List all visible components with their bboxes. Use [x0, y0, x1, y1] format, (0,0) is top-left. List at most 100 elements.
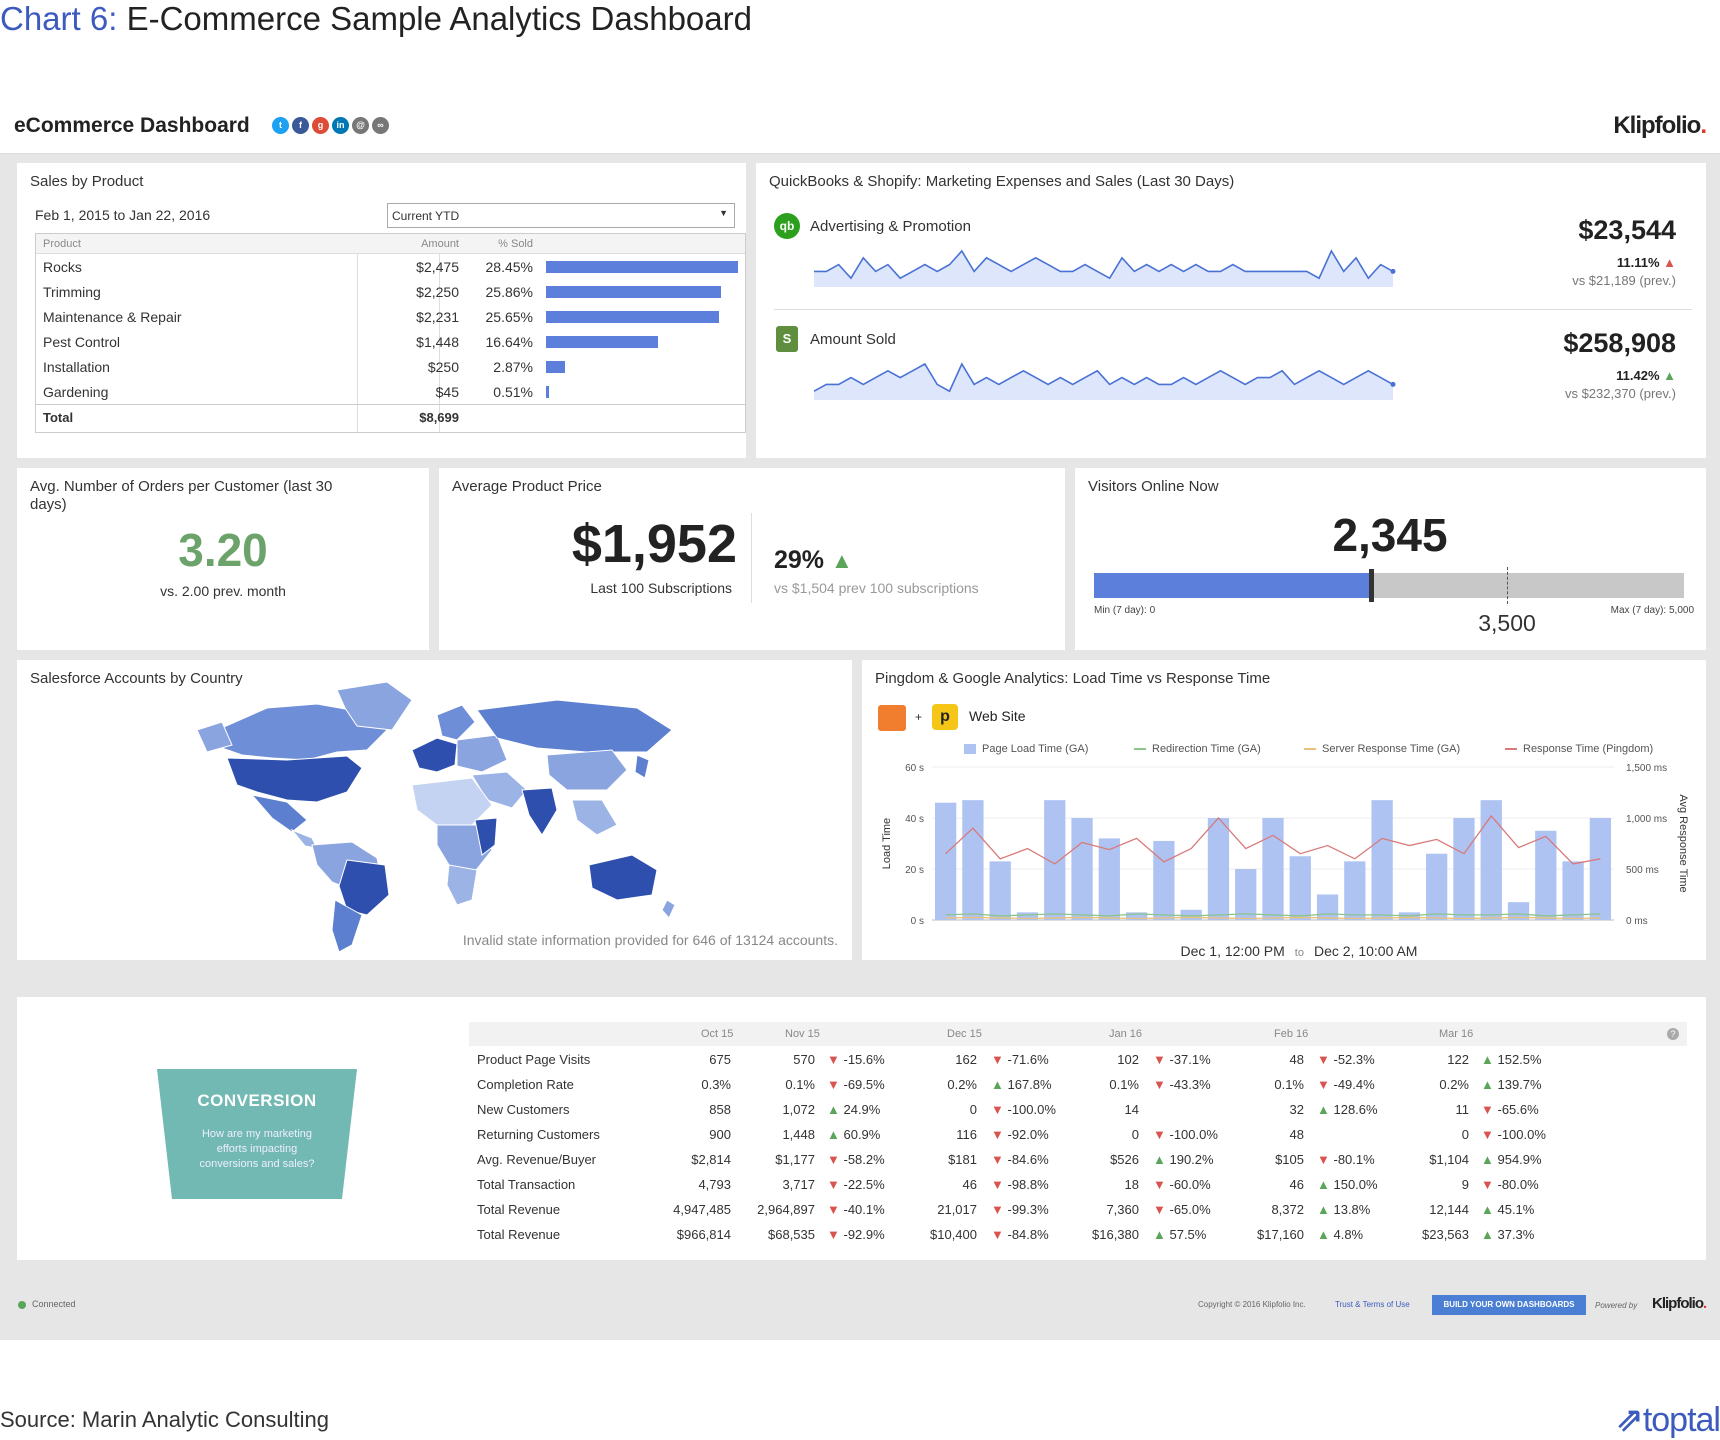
metric-value: 0.1%	[785, 1077, 815, 1092]
metric-change: ▼ -84.8%	[991, 1227, 1049, 1242]
metric-value: 1,448	[782, 1127, 815, 1142]
link-icon[interactable]: ∞	[372, 117, 389, 134]
trend-down-icon: ▼	[991, 1127, 1008, 1142]
trend-up-icon: ▲	[991, 1077, 1008, 1092]
price-change: 29% ▲	[774, 546, 853, 575]
dropdown-arrow-icon: ▼	[719, 208, 728, 218]
metric-change: ▲ 954.9%	[1481, 1152, 1542, 1167]
range-to: Dec 2, 10:00 AM	[1313, 943, 1418, 959]
sparkline-end-point	[1390, 381, 1396, 387]
metric-value: $526	[1110, 1152, 1139, 1167]
metric-change: ▲ 190.2%	[1153, 1152, 1214, 1167]
product-share-bar	[546, 261, 738, 273]
toptal-name: toptal	[1642, 1401, 1720, 1439]
trend-up-icon: ▲	[1153, 1227, 1170, 1242]
total-amount: $8,699	[419, 410, 459, 425]
google-plus-icon[interactable]: g	[312, 117, 329, 134]
avg-product-price-card: Average Product Price $1,952 Last 100 Su…	[439, 468, 1065, 650]
change-value: -37.1%	[1169, 1052, 1211, 1067]
table-row: Maintenance & Repair $2,231 25.65%	[36, 304, 745, 329]
metric-label: Completion Rate	[477, 1077, 574, 1092]
map-region-china	[546, 749, 628, 791]
map-region-greenland	[336, 681, 413, 731]
trend-down-icon: ▼	[827, 1052, 844, 1067]
table-row: Rocks $2,475 28.45%	[36, 254, 745, 279]
trend-up-icon: ▲	[1481, 1202, 1498, 1217]
table-header: ? Oct 15 Nov 15 Dec 15 Jan 16 Feb 16 Mar 16	[469, 1022, 1687, 1046]
sparkline-line	[813, 362, 1394, 393]
change-value: 37.3%	[1497, 1227, 1535, 1242]
trend-up-icon: ▲	[1663, 255, 1676, 270]
legend-label: Server Response Time (GA)	[1322, 743, 1461, 755]
map-region-europe-east	[456, 734, 508, 773]
product-share-bar	[546, 286, 721, 298]
product-name: Pest Control	[43, 334, 121, 350]
change-value: -43.3%	[1169, 1077, 1211, 1092]
table-header: Product Amount % Sold	[36, 234, 745, 254]
map-region-new-zealand	[661, 899, 676, 919]
map-region-scandinavia	[436, 704, 476, 741]
month-header: Nov 15	[785, 1028, 820, 1040]
sales-by-product-card: Sales by Product Feb 1, 2015 to Jan 22, …	[17, 163, 746, 458]
metric-value: 858	[709, 1102, 731, 1117]
change-value: -65.6%	[1497, 1102, 1539, 1117]
gauge-current-marker	[1368, 569, 1374, 602]
footer-klipfolio-logo[interactable]: Klipfolio.	[1652, 1295, 1707, 1312]
table-row: Installation $250 2.87%	[36, 354, 745, 379]
metric-change: ▼ -52.3%	[1317, 1052, 1375, 1067]
total-label: Total	[43, 410, 74, 425]
y-left-tick: 40 s	[905, 814, 924, 825]
trend-down-icon: ▼	[1153, 1077, 1170, 1092]
legend-item-redirection: Redirection Time (GA)	[1134, 743, 1261, 755]
trend-up-icon: ▲	[831, 548, 853, 573]
map-region-canada	[216, 703, 388, 761]
change-value: 150.0%	[1333, 1177, 1378, 1192]
product-amount: $2,475	[416, 259, 459, 275]
email-icon[interactable]: @	[352, 117, 369, 134]
metric-change: ▲ 139.7%	[1481, 1077, 1542, 1092]
metric-label: Total Transaction	[477, 1177, 576, 1192]
advertising-sparkline	[814, 249, 1396, 287]
y-left-tick: 60 s	[905, 763, 924, 774]
metric-previous: vs $232,370 (prev.)	[1564, 386, 1676, 401]
metric-value: 14	[1124, 1102, 1139, 1117]
metric-value: 675	[709, 1052, 731, 1067]
load-time-bar	[1153, 840, 1175, 920]
change-value: 152.5%	[1497, 1052, 1542, 1067]
table-row: New Customers 858 1,072 ▲ 24.9% 0 ▼ -100.0% 14…	[469, 1096, 1687, 1121]
klipfolio-logo[interactable]: Klipfolio.	[1613, 112, 1707, 139]
change-value: -100.0%	[1169, 1127, 1218, 1142]
y-right-tick: 1,500 ms	[1626, 763, 1667, 774]
product-amount: $250	[427, 359, 459, 375]
table-row: Returning Customers 900 1,448 ▲ 60.9% 116 ▼ -…	[469, 1121, 1687, 1146]
metric-value: 11	[1455, 1102, 1470, 1117]
date-range: Dec 1, 12:00 PM to Dec 2, 10:00 AM	[862, 943, 1706, 959]
trend-down-icon: ▼	[827, 1177, 844, 1192]
twitter-icon[interactable]: t	[272, 117, 289, 134]
toptal-mark-icon: ⇗	[1615, 1401, 1643, 1439]
facebook-icon[interactable]: f	[292, 117, 309, 134]
product-name: Trimming	[43, 284, 101, 300]
world-map[interactable]	[17, 660, 852, 960]
trend-down-icon: ▼	[991, 1202, 1008, 1217]
legend-label: Page Load Time (GA)	[982, 743, 1089, 755]
trend-up-icon: ▲	[1317, 1102, 1334, 1117]
metric-value: 18	[1124, 1177, 1139, 1192]
metric-label: Advertising & Promotion	[810, 218, 971, 235]
terms-link[interactable]: Trust & Terms of Use	[1335, 1300, 1410, 1309]
funnel-title: CONVERSION	[197, 1091, 317, 1110]
period-select[interactable]: Current YTD ▼	[387, 203, 735, 228]
trend-down-icon: ▼	[1317, 1052, 1334, 1067]
metric-value: 9	[1461, 1177, 1469, 1192]
product-share-bar	[546, 361, 566, 373]
table-row: Total Revenue 4,947,485 2,964,897 ▼ -40.1% 2…	[469, 1196, 1687, 1221]
linkedin-icon[interactable]: in	[332, 117, 349, 134]
metric-change: ▼ -69.5%	[827, 1077, 885, 1092]
metric-value: 12,144	[1429, 1202, 1469, 1217]
trend-down-icon: ▼	[827, 1227, 844, 1242]
card-title: Pingdom & Google Analytics: Load Time vs…	[875, 670, 1271, 687]
build-dashboards-button[interactable]: BUILD YOUR OWN DASHBOARDS	[1432, 1295, 1586, 1315]
help-icon[interactable]: ?	[1667, 1028, 1679, 1040]
metric-change: ▲ 13.8%	[1317, 1202, 1370, 1217]
avg-orders-card: Avg. Number of Orders per Customer (last…	[17, 468, 429, 650]
